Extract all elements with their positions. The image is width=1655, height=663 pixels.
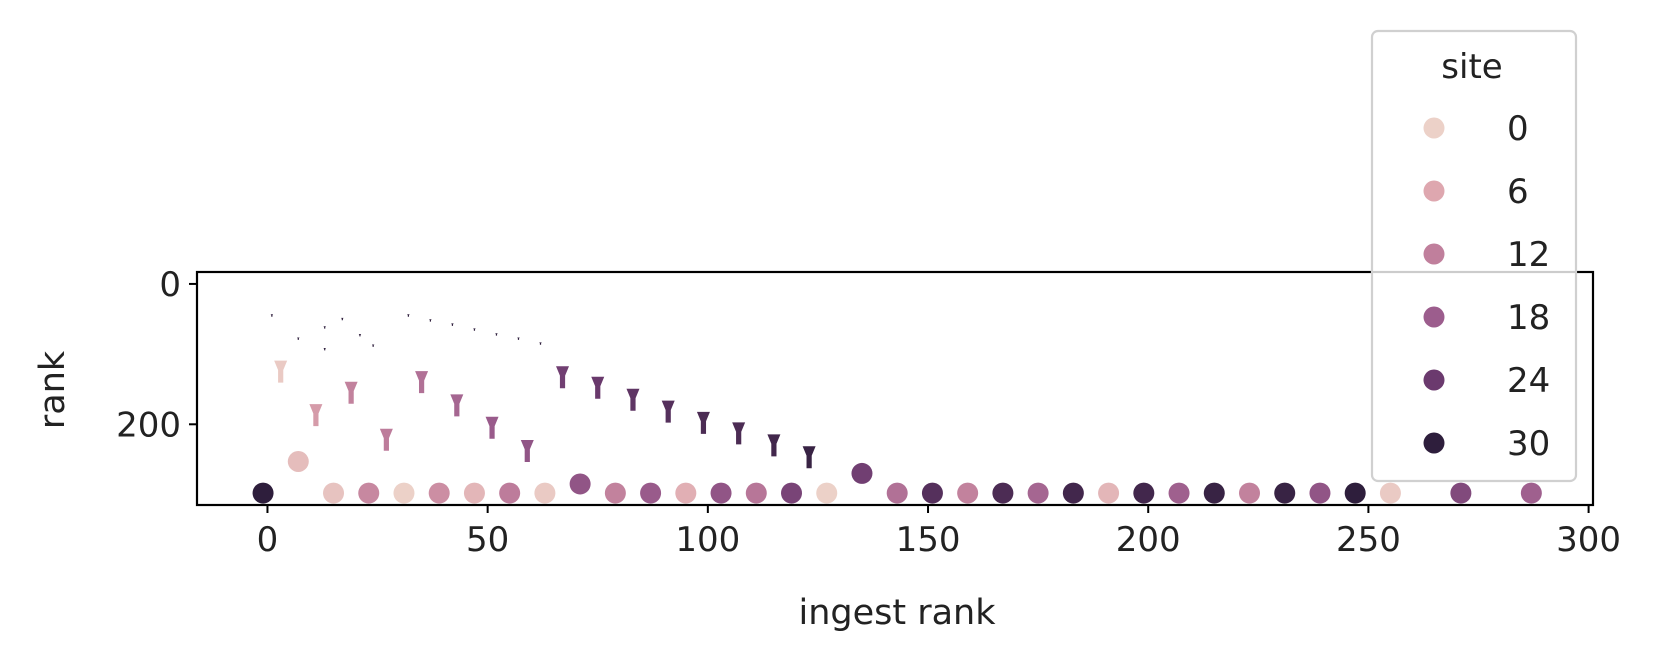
- data-point: [358, 482, 380, 504]
- legend-label: 0: [1507, 109, 1529, 149]
- bin-marker: [274, 360, 288, 383]
- data-point: [1274, 482, 1296, 504]
- legend-swatch: [1423, 180, 1445, 202]
- legend-title: site: [1441, 47, 1502, 87]
- bin-marker: [407, 314, 410, 317]
- legend-label: 30: [1507, 424, 1550, 464]
- bin-marker: [371, 344, 375, 347]
- legend-swatch: [1423, 243, 1445, 265]
- data-point: [921, 482, 943, 504]
- data-point: [781, 482, 803, 504]
- data-point: [252, 482, 274, 504]
- legend-label: 6: [1507, 172, 1529, 212]
- data-point: [393, 482, 415, 504]
- bin-marker: [270, 314, 274, 317]
- bin-marker: [802, 446, 816, 469]
- bin-marker: [473, 328, 476, 331]
- data-point: [1450, 482, 1472, 504]
- bin-marker: [495, 333, 498, 336]
- bin-marker: [450, 394, 464, 417]
- data-point: [1379, 482, 1401, 504]
- bin-marker: [358, 333, 362, 337]
- y-tick-label: 0: [159, 265, 181, 305]
- data-point: [287, 450, 309, 472]
- data-point: [463, 482, 485, 504]
- bin-marker: [429, 319, 432, 322]
- data-point: [1168, 482, 1190, 504]
- data-point: [499, 482, 521, 504]
- bin-marker: [309, 404, 323, 427]
- bin-marker: [732, 422, 746, 445]
- bin-marker: [520, 439, 534, 462]
- data-point: [640, 482, 662, 504]
- bin-marker: [485, 416, 499, 439]
- x-tick-label: 200: [1116, 520, 1181, 560]
- data-point: [992, 482, 1014, 504]
- bin-marker: [344, 381, 358, 404]
- y-tick-label: 200: [116, 405, 181, 445]
- x-tick-label: 100: [675, 520, 740, 560]
- x-axis: 0 50 100 150 200 250 300: [257, 505, 1621, 560]
- data-point: [323, 482, 345, 504]
- bin-marker: [379, 428, 393, 451]
- x-tick-label: 0: [257, 520, 279, 560]
- data-point: [1309, 482, 1331, 504]
- legend-label: 24: [1507, 361, 1550, 401]
- data-point: [1344, 482, 1366, 504]
- bin-marker: [517, 337, 520, 340]
- x-tick-label: 300: [1556, 520, 1621, 560]
- data-point: [604, 482, 626, 504]
- data-point: [745, 482, 767, 504]
- data-point: [569, 473, 591, 495]
- bin-marker: [539, 342, 542, 345]
- data-point: [1098, 482, 1120, 504]
- bin-marker: [341, 317, 344, 321]
- legend-swatch: [1423, 369, 1445, 391]
- x-tick-label: 150: [896, 520, 961, 560]
- data-point: [1203, 482, 1225, 504]
- bin-marker: [451, 323, 454, 326]
- bin-marker: [415, 371, 429, 394]
- bin-marker: [626, 388, 640, 411]
- data-point: [675, 482, 697, 504]
- data-point: [957, 482, 979, 504]
- bin-marker: [661, 400, 675, 423]
- bin-marker: [556, 366, 570, 389]
- data-point: [1062, 482, 1084, 504]
- legend: site 0 6 12 18 24 30: [1370, 29, 1578, 483]
- bin-marker: [323, 347, 326, 351]
- x-axis-title: ingest rank: [798, 593, 996, 633]
- data-point: [428, 482, 450, 504]
- plot-frame: [195, 270, 1595, 507]
- data-point: [851, 462, 873, 484]
- chart-marks: [252, 314, 1542, 504]
- bin-marker: [767, 434, 781, 457]
- data-point: [1133, 482, 1155, 504]
- legend-swatch: [1423, 432, 1445, 454]
- data-point: [1520, 482, 1542, 504]
- bin-marker: [591, 376, 605, 399]
- legend-swatch: [1423, 306, 1445, 328]
- legend-box: [1370, 29, 1578, 483]
- y-axis: 0 200: [116, 265, 197, 445]
- data-point: [534, 482, 556, 504]
- x-tick-label: 50: [466, 520, 509, 560]
- data-point: [1239, 482, 1261, 504]
- data-point: [886, 482, 908, 504]
- bin-marker: [323, 326, 326, 329]
- bin-marker: [297, 337, 300, 340]
- legend-label: 12: [1507, 235, 1550, 275]
- data-point: [1027, 482, 1049, 504]
- legend-swatch: [1423, 117, 1445, 139]
- bin-marker: [696, 411, 710, 434]
- y-axis-title: rank: [33, 350, 73, 429]
- data-point: [710, 482, 732, 504]
- x-tick-label: 250: [1336, 520, 1401, 560]
- legend-label: 18: [1507, 298, 1550, 338]
- data-point: [816, 482, 838, 504]
